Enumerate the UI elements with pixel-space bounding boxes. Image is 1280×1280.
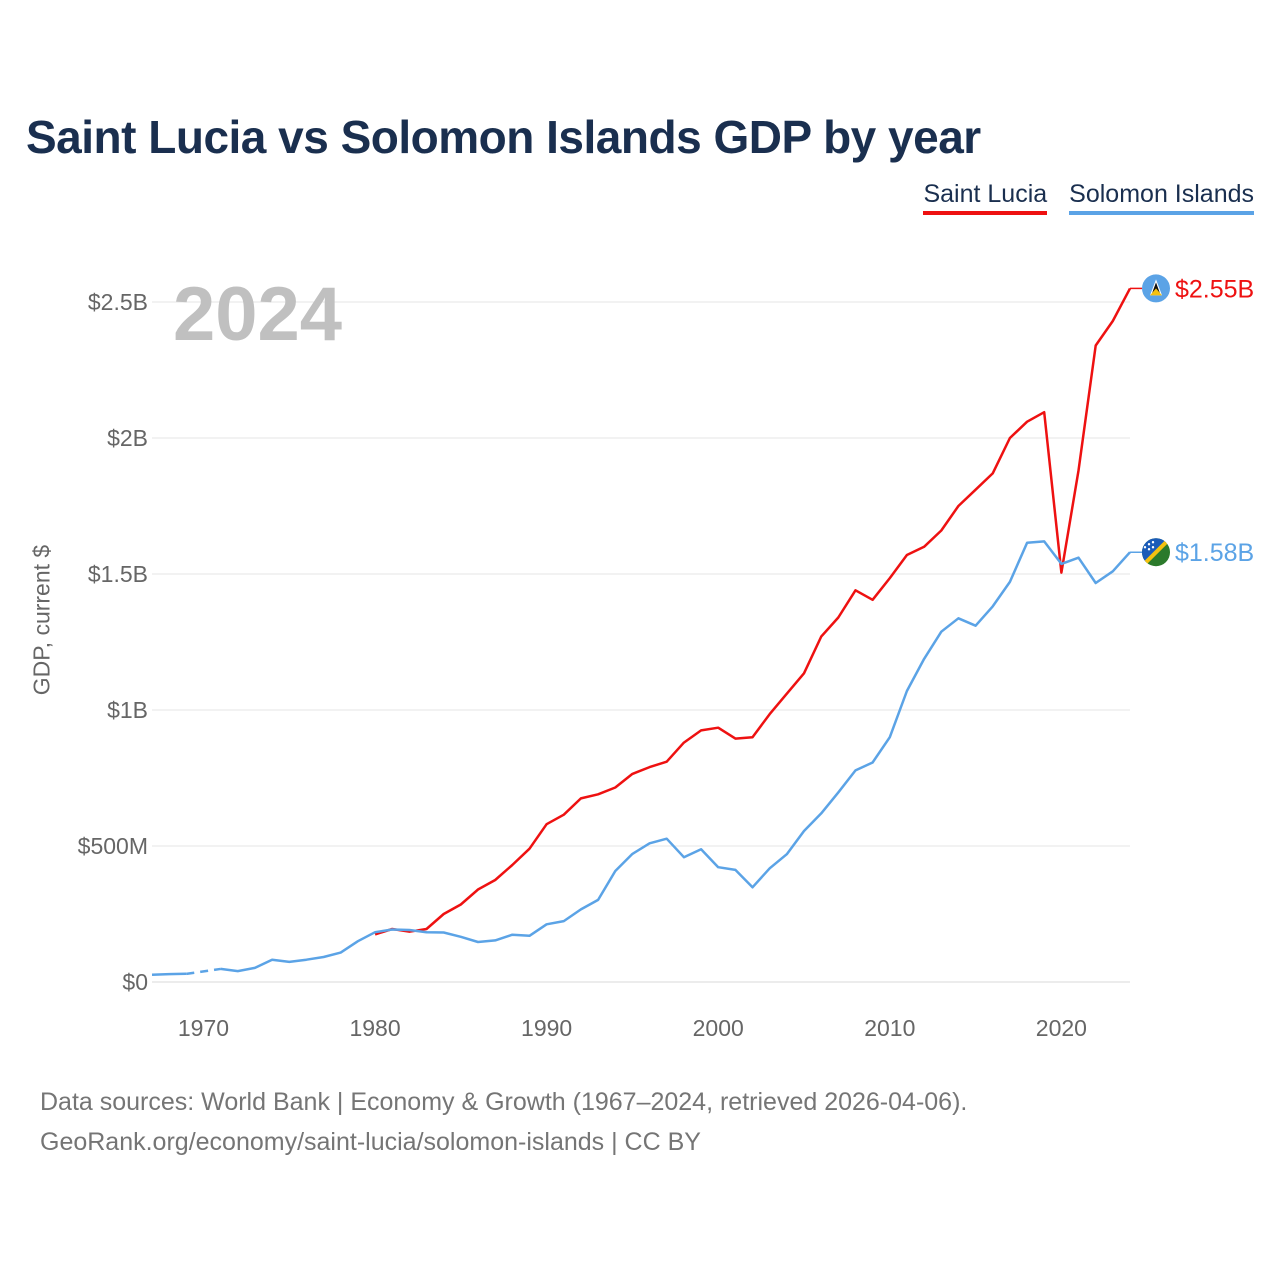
saint-lucia-flag-icon	[1142, 274, 1170, 303]
x-tick-label: 1980	[349, 1015, 400, 1041]
x-axis-ticks: 1970 1980 1990 2000 2010 2020	[178, 1015, 1087, 1041]
year-display: 2024	[173, 272, 342, 357]
y-tick-label: $1.5B	[88, 561, 148, 587]
end-markers: $2.55B $1.58B	[1130, 274, 1254, 567]
x-tick-label: 1970	[178, 1015, 229, 1041]
saint-lucia-end-label: $2.55B	[1175, 275, 1254, 303]
grid-lines	[152, 301, 1130, 983]
solomon-islands-line	[151, 972, 187, 976]
y-tick-label: $0	[122, 969, 148, 995]
y-tick-label: $1B	[107, 697, 148, 723]
y-tick-label: $2B	[107, 425, 148, 451]
footer: Data sources: World Bank | Economy & Gro…	[40, 1082, 967, 1162]
y-axis-ticks: $0 $500M $1B $1.5B $2B $2.5B	[78, 289, 148, 995]
legend-item-saint-lucia[interactable]: Saint Lucia	[923, 180, 1048, 215]
series-lines	[151, 287, 1132, 976]
footer-attribution: GeoRank.org/economy/saint-lucia/solomon-…	[40, 1128, 701, 1156]
legend-item-solomon-islands[interactable]: Solomon Islands	[1069, 180, 1254, 215]
solomon-islands-gap-line	[186, 967, 221, 976]
x-tick-label: 2010	[864, 1015, 915, 1041]
x-tick-label: 2020	[1036, 1015, 1087, 1041]
legend: Saint Lucia Solomon Islands	[923, 180, 1254, 215]
solomon-islands-line	[220, 540, 1131, 973]
footer-sources: Data sources: World Bank | Economy & Gro…	[40, 1088, 968, 1116]
saint-lucia-line	[374, 287, 1132, 936]
y-tick-label: $2.5B	[88, 289, 148, 315]
solomon-islands-flag-icon	[1142, 538, 1170, 567]
solomon-islands-end-label: $1.58B	[1175, 539, 1254, 567]
y-tick-label: $500M	[78, 833, 148, 859]
x-tick-label: 2000	[693, 1015, 744, 1041]
chart-title: Saint Lucia vs Solomon Islands GDP by ye…	[26, 111, 981, 163]
x-tick-label: 1990	[521, 1015, 572, 1041]
